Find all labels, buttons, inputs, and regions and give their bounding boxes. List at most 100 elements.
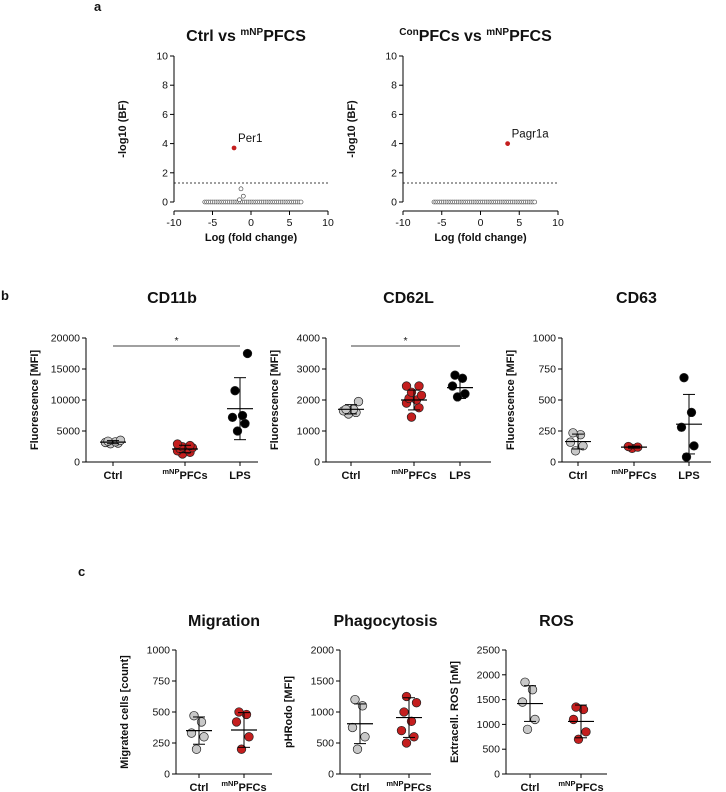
x-tick-label: 5 [516,217,522,229]
y-tick-label: 0 [162,197,168,209]
data-point [517,697,528,707]
data-point [401,738,412,748]
x-tick-label: -10 [166,217,181,229]
data-point [676,422,687,432]
data-point [527,685,538,695]
y-tick-label: 0 [494,769,500,781]
data-point [399,707,409,717]
category-superscript: mNP [611,467,628,476]
x-category-label: Ctrl [351,782,370,792]
x-axis-label: Log (fold change) [205,232,298,244]
x-category-label: Ctrl [342,470,361,482]
gene-point [237,197,242,203]
x-category-label: LPS [449,470,470,482]
data-point [679,373,689,383]
y-tick-label: 4 [391,138,397,150]
y-tick-label: 0 [550,457,556,469]
x-category-label: Ctrl [569,470,588,482]
data-point [232,426,243,436]
y-axis-label: Fluorescence [MFI] [269,350,281,451]
data-point [196,717,207,727]
title-main: PFCs vs [419,28,487,45]
data-point [414,403,424,413]
title-superscript: mNP [240,27,263,38]
y-tick-label: 4000 [297,333,321,345]
data-point [172,439,183,449]
title-post: PFCS [509,28,552,45]
category-text: PFCs [575,782,603,792]
chart-phagocytosis: Phagocytosis 0 500 1000 1500 2000 pHRodo [MFI]… [283,613,438,792]
x-category-label: Ctrl [190,782,209,792]
y-axis-label: -log10 (BF) [117,100,129,158]
category-text: PFCs [179,470,207,482]
chart-volcano1: Ctrl vs mNPPFCS 0 2 4 6 8 10 -log10 (BF) -10 -5 0 5… [117,27,334,244]
category-text: PFCs [238,782,266,792]
data-point [237,410,248,421]
data-point [401,691,412,702]
y-tick-label: 10 [156,51,168,63]
data-point [581,727,591,737]
category-text: PFCs [628,470,656,482]
y-tick-label: 0 [328,769,334,781]
x-category-label: mNPPFCs [391,467,436,482]
x-tick-label: 5 [287,217,293,229]
x-category-label: mNPPFCs [162,467,207,482]
y-tick-label: 0 [391,197,397,209]
data-point [396,725,407,736]
data-point [227,412,238,423]
significance-star: * [403,335,407,347]
data-point [568,428,578,438]
x-category-label: mNPPFCs [386,779,431,792]
category-text: Ctrl [351,782,370,792]
data-point [522,724,533,735]
category-superscript: mNP [558,779,575,788]
y-tick-label: 0 [164,769,170,781]
data-point [406,716,417,726]
y-tick-label: 1000 [297,426,321,438]
x-tick-label: 0 [248,217,254,229]
y-tick-label: 2500 [477,645,501,657]
gene-label: Pagr1a [512,129,550,141]
significant-gene-point [505,141,511,147]
gene-point [298,199,304,205]
category-text: Ctrl [569,470,588,482]
data-point [231,717,242,727]
category-text: LPS [449,470,470,482]
panel-letter-c: c [78,564,85,579]
chart-cd63: CD63 0 250 500 750 1000 Fluorescence [MFI] Ctrl… [505,290,711,482]
y-tick-label: 8 [162,80,168,92]
category-text: LPS [229,470,250,482]
y-tick-label: 500 [538,395,556,407]
y-tick-label: 1000 [477,719,501,731]
y-tick-label: 15000 [51,364,80,376]
y-tick-label: 250 [538,426,556,438]
y-tick-label: 1500 [311,676,335,688]
category-text: Ctrl [521,782,540,792]
data-point [520,677,530,687]
data-point [357,701,368,711]
category-superscript: mNP [221,779,238,788]
chart-title: Phagocytosis [333,613,437,630]
gene-point [241,193,246,199]
x-category-label: Ctrl [104,470,123,482]
y-axis-label: -log10 (BF) [346,100,358,158]
category-superscript: mNP [162,467,179,476]
y-tick-label: 6 [391,109,397,121]
x-category-label: mNPPFCs [558,779,603,792]
y-tick-label: 750 [538,364,556,376]
y-tick-label: 2 [162,167,168,179]
data-point [244,732,254,742]
y-tick-label: 500 [482,744,500,756]
y-tick-label: 250 [152,738,170,750]
category-text: Ctrl [190,782,209,792]
x-category-label: LPS [678,470,699,482]
data-point [689,441,699,451]
chart-title: Migration [188,613,260,630]
title-superscript: Con [399,27,418,38]
data-point [450,370,460,380]
chart-ros: ROS 0 500 1000 1500 2000 2500 Extracell. ROS [n… [449,613,607,792]
y-tick-label: 2000 [311,645,335,657]
y-tick-label: 0 [314,457,320,469]
data-point [189,711,199,721]
y-tick-label: 2 [391,167,397,179]
